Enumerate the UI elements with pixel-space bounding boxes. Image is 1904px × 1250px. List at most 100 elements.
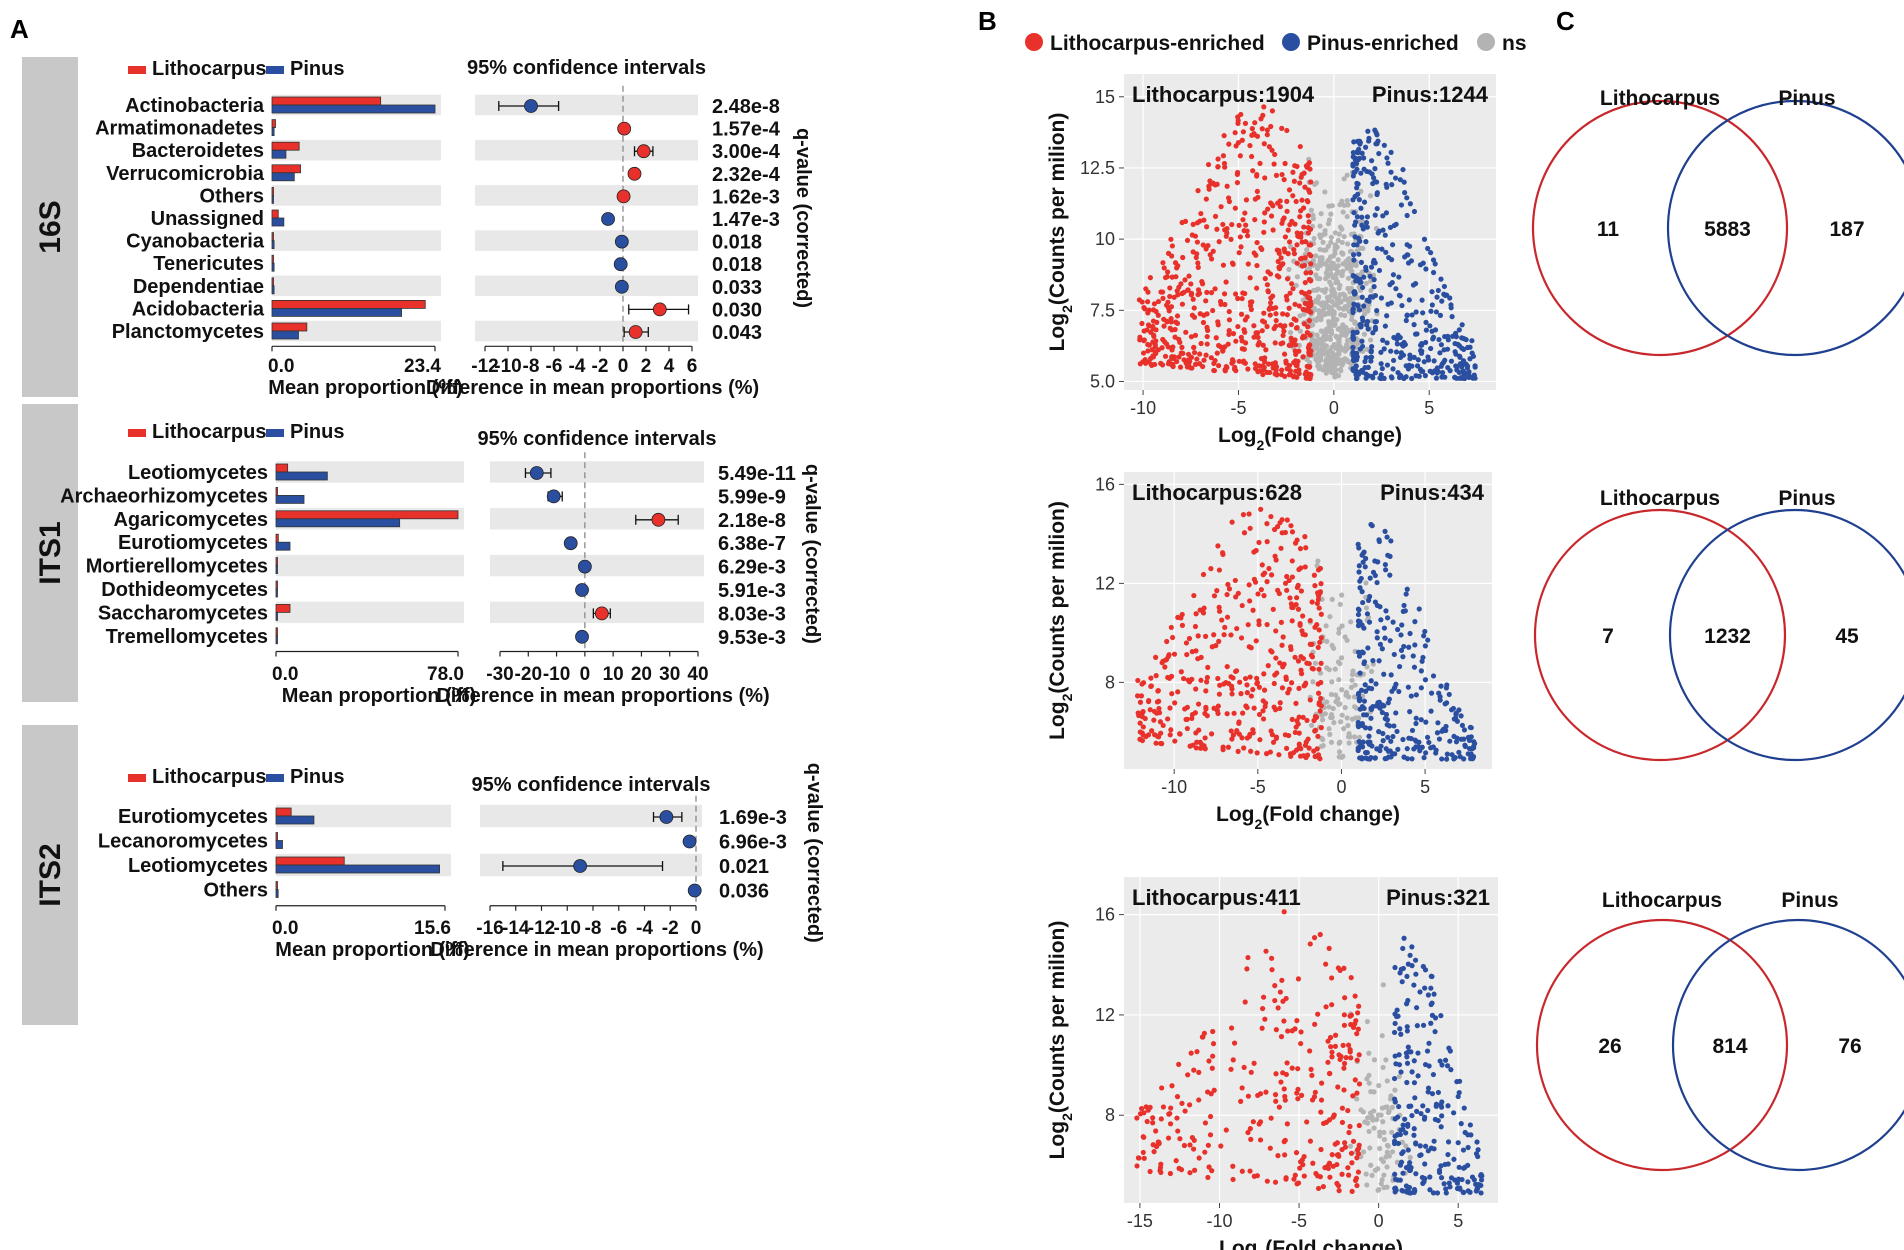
- volcano-point: [1306, 289, 1312, 295]
- volcano-point: [1443, 1186, 1449, 1192]
- volcano-point: [1401, 935, 1407, 941]
- volcano-point: [1336, 749, 1343, 755]
- volcano-point: [1295, 233, 1301, 239]
- volcano-point: [1352, 1077, 1358, 1083]
- volcano-point: [1428, 1145, 1434, 1151]
- volcano-point: [1202, 1120, 1209, 1126]
- q-value: 0.030: [712, 299, 762, 321]
- volcano-point: [1154, 1143, 1160, 1149]
- category-label: Leotiomycetes: [128, 462, 268, 484]
- volcano-point: [1286, 577, 1292, 584]
- volcano-point: [1337, 343, 1343, 350]
- volcano-point: [1291, 1176, 1297, 1182]
- volcano-point: [1179, 301, 1186, 307]
- volcano-point: [1380, 730, 1386, 737]
- volcano-point: [1162, 353, 1169, 359]
- volcano-point: [1413, 1171, 1419, 1177]
- volcano-point: [1295, 658, 1302, 664]
- volcano-point: [1151, 1149, 1157, 1155]
- venn-set-label: Lithocarpus: [1600, 87, 1720, 110]
- volcano-point: [1184, 704, 1190, 710]
- volcano-point: [1355, 541, 1361, 547]
- volcano-point: [1422, 677, 1429, 683]
- volcano-point: [1288, 335, 1294, 341]
- volcano-point: [1185, 1072, 1191, 1078]
- volcano-point: [1272, 371, 1278, 377]
- volcano-point: [1141, 1155, 1147, 1161]
- volcano-point: [1278, 1034, 1285, 1040]
- volcano-point: [1356, 1122, 1362, 1129]
- volcano-point: [1265, 206, 1271, 212]
- volcano-point: [1139, 299, 1145, 305]
- ci-point: [594, 606, 609, 621]
- volcano-point: [1342, 995, 1348, 1001]
- volcano-point: [1341, 176, 1347, 182]
- volcano-point: [1308, 261, 1314, 267]
- volcano-point: [1347, 1143, 1354, 1149]
- volcano-point: [1356, 1142, 1362, 1148]
- q-value: 3.00e-4: [712, 141, 781, 163]
- volcano-point: [1378, 372, 1384, 378]
- volcano-point: [1273, 1098, 1279, 1104]
- volcano-point: [1266, 565, 1272, 572]
- volcano-point: [1332, 356, 1338, 362]
- volcano-point: [1370, 294, 1376, 300]
- volcano-point: [1272, 1179, 1279, 1185]
- volcano-point: [1462, 1129, 1468, 1136]
- volcano-point: [1308, 207, 1314, 213]
- volcano-point: [1277, 700, 1283, 706]
- volcano-point: [1263, 347, 1269, 353]
- q-value: 2.48e-8: [712, 96, 780, 118]
- volcano-point: [1381, 142, 1387, 148]
- volcano-point: [1317, 590, 1323, 596]
- volcano-point: [1209, 644, 1215, 650]
- volcano-point: [1200, 610, 1207, 616]
- volcano-point: [1257, 1137, 1264, 1143]
- volcano-point: [1456, 1078, 1463, 1084]
- volcano-point: [1382, 323, 1388, 329]
- volcano-point: [1329, 344, 1335, 350]
- volcano-point: [1247, 142, 1253, 149]
- volcano-point: [1329, 203, 1335, 209]
- volcano-point: [1376, 150, 1382, 157]
- bar-lithocarpus: [275, 881, 278, 890]
- side-tab-label: ITS1: [34, 521, 67, 584]
- volcano-point: [1335, 1183, 1342, 1189]
- volcano-point: [1478, 1190, 1484, 1196]
- volcano-point: [1396, 1103, 1402, 1110]
- volcano-point: [1335, 237, 1341, 244]
- volcano-point: [1230, 1057, 1236, 1063]
- volcano-point: [1281, 176, 1287, 183]
- volcano-point: [1316, 690, 1322, 696]
- volcano-point: [1234, 625, 1240, 632]
- volcano-point: [1330, 705, 1336, 712]
- volcano-point: [1216, 638, 1222, 644]
- ci-point: [617, 121, 632, 136]
- volcano-point: [1349, 677, 1355, 683]
- volcano-point: [1381, 1184, 1387, 1191]
- volcano-point: [1313, 253, 1319, 259]
- volcano-point: [1396, 1062, 1403, 1068]
- volcano-point: [1275, 1153, 1281, 1159]
- volcano-point: [1307, 332, 1313, 338]
- ci-tick-label: 10: [603, 664, 624, 685]
- volcano-point: [1384, 722, 1390, 728]
- volcano-point: [1299, 197, 1305, 203]
- volcano-point: [1453, 710, 1459, 716]
- volcano-point: [1347, 248, 1354, 255]
- volcano-point: [1318, 1097, 1325, 1103]
- category-label: Agaricomycetes: [113, 509, 268, 531]
- volcano-point: [1279, 685, 1286, 691]
- volcano-point: [1308, 722, 1315, 728]
- volcano-point: [1264, 1178, 1270, 1184]
- volcano-point: [1309, 665, 1315, 672]
- volcano-point: [1445, 333, 1451, 339]
- volcano-point: [1417, 1152, 1423, 1159]
- axis-title: Log2(Fold change): [1216, 803, 1400, 832]
- ci-point: [601, 212, 615, 226]
- volcano-point: [1338, 360, 1344, 366]
- volcano-point: [1421, 236, 1428, 242]
- volcano-point: [1318, 660, 1324, 666]
- volcano-point: [1401, 375, 1407, 382]
